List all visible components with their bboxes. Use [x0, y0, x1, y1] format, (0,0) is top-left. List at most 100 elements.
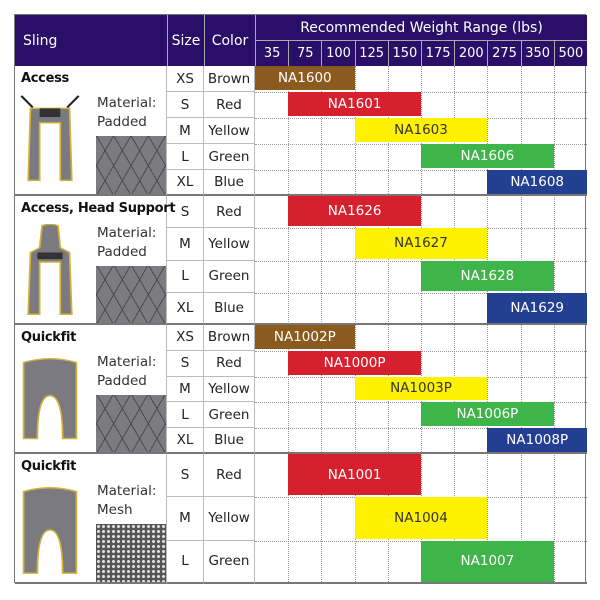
grid-line	[255, 92, 587, 93]
grid-line	[255, 350, 587, 352]
weight-column-header: 350	[520, 41, 554, 66]
size-cell: XL	[167, 428, 204, 454]
size-cell: XL	[167, 292, 204, 325]
weight-column-header: 100	[321, 41, 355, 66]
size-cell: L	[167, 540, 204, 584]
color-cell: Green	[204, 260, 255, 293]
weight-range-bar: NA1004	[354, 497, 488, 539]
sling-name: Quickfit	[21, 330, 77, 345]
weight-range-bar: NA1008P	[487, 428, 587, 452]
color-cell: Blue	[204, 428, 255, 454]
material-value: Padded	[97, 373, 147, 389]
access-sling-image	[19, 94, 81, 190]
size-cell: XS	[167, 325, 204, 351]
material-swatch	[96, 395, 166, 452]
header-size: Size	[167, 15, 204, 66]
group-divider	[255, 582, 587, 584]
color-cell: Green	[204, 402, 255, 429]
material-swatch	[96, 266, 166, 323]
size-cell: XS	[167, 66, 204, 92]
grid-line	[255, 292, 587, 294]
material-label: Material:	[97, 225, 157, 241]
weight-column-header: 150	[387, 41, 421, 66]
weight-range-bar: NA1627	[354, 228, 488, 259]
weight-range-bar: NA1000P	[288, 350, 421, 375]
grid-line	[387, 66, 389, 584]
color-cell: Green	[204, 540, 255, 584]
material-value: Padded	[97, 114, 147, 130]
sling-name: Access	[21, 71, 69, 86]
weight-range-bar: NA1006P	[421, 402, 554, 427]
weight-range-bar: NA1606	[421, 144, 554, 168]
color-cell: Red	[204, 92, 255, 118]
size-cell: M	[167, 376, 204, 403]
sling-name: Quickfit	[21, 459, 77, 474]
grid-line	[553, 66, 555, 584]
weight-column-header: 500	[553, 41, 587, 66]
quickfit-mesh-sling-image	[19, 482, 81, 578]
sling-size-chart: Sling Size Color Recommended Weight Rang…	[14, 14, 587, 584]
grid-line	[520, 66, 522, 584]
header-color: Color	[204, 15, 255, 66]
color-cell: Yellow	[204, 228, 255, 261]
color-cell: Yellow	[204, 376, 255, 403]
head-support-sling-image	[19, 223, 81, 319]
sling-name: Access, Head Support	[21, 201, 176, 216]
sling-cell	[15, 325, 167, 454]
material-label: Material:	[97, 95, 157, 111]
color-cell: Brown	[204, 66, 255, 92]
color-cell: Red	[204, 350, 255, 377]
material-value: Padded	[97, 244, 147, 260]
weight-range-bar: NA1626	[288, 196, 421, 227]
size-cell: S	[167, 196, 204, 229]
group-divider	[255, 452, 587, 454]
grid-line	[487, 66, 489, 584]
weight-range-bar: NA1603	[354, 118, 488, 142]
color-cell: Green	[204, 144, 255, 170]
grid-line	[255, 170, 587, 171]
color-cell: Blue	[204, 292, 255, 325]
header-sling: Sling	[15, 15, 167, 66]
weight-column-header: 200	[454, 41, 488, 66]
weight-range-bar: NA1629	[487, 292, 587, 323]
weight-range-bar: NA1600	[255, 66, 355, 90]
size-cell: L	[167, 144, 204, 170]
quickfit-sling-image	[19, 353, 81, 448]
size-cell: M	[167, 228, 204, 261]
header-size-label: Size	[171, 32, 201, 49]
sling-cell	[15, 454, 167, 584]
sling-cell	[15, 66, 167, 196]
weight-column-header: 35	[255, 41, 289, 66]
group-divider	[255, 194, 587, 196]
size-cell: L	[167, 402, 204, 429]
weight-range-bar: NA1601	[288, 92, 421, 116]
size-cell: S	[167, 92, 204, 118]
size-cell: S	[167, 350, 204, 377]
color-cell: Brown	[204, 325, 255, 351]
color-cell: Red	[204, 196, 255, 229]
weight-range-bar: NA1002P	[255, 325, 355, 349]
size-cell: XL	[167, 170, 204, 196]
weight-column-header: 175	[421, 41, 455, 66]
header-weight-range-label: Recommended Weight Range (lbs)	[300, 19, 543, 36]
weight-column-header: 275	[487, 41, 521, 66]
material-swatch	[96, 524, 166, 582]
size-cell: M	[167, 118, 204, 144]
weight-range-bar: NA1608	[487, 170, 587, 194]
sling-cell	[15, 196, 167, 325]
grid-line	[454, 66, 456, 584]
weight-range-bar: NA1003P	[354, 376, 488, 401]
weight-range-bar: NA1001	[288, 454, 421, 496]
material-value: Mesh	[97, 502, 133, 518]
size-cell: S	[167, 454, 204, 498]
weight-range-bar: NA1628	[421, 260, 554, 291]
grid-line	[354, 66, 356, 584]
grid-line	[255, 428, 587, 430]
material-swatch	[96, 136, 166, 194]
material-label: Material:	[97, 354, 157, 370]
color-cell: Yellow	[204, 497, 255, 541]
header-weight-range: Recommended Weight Range (lbs)	[255, 15, 587, 41]
color-cell: Red	[204, 454, 255, 498]
color-cell: Yellow	[204, 118, 255, 144]
size-cell: M	[167, 497, 204, 541]
